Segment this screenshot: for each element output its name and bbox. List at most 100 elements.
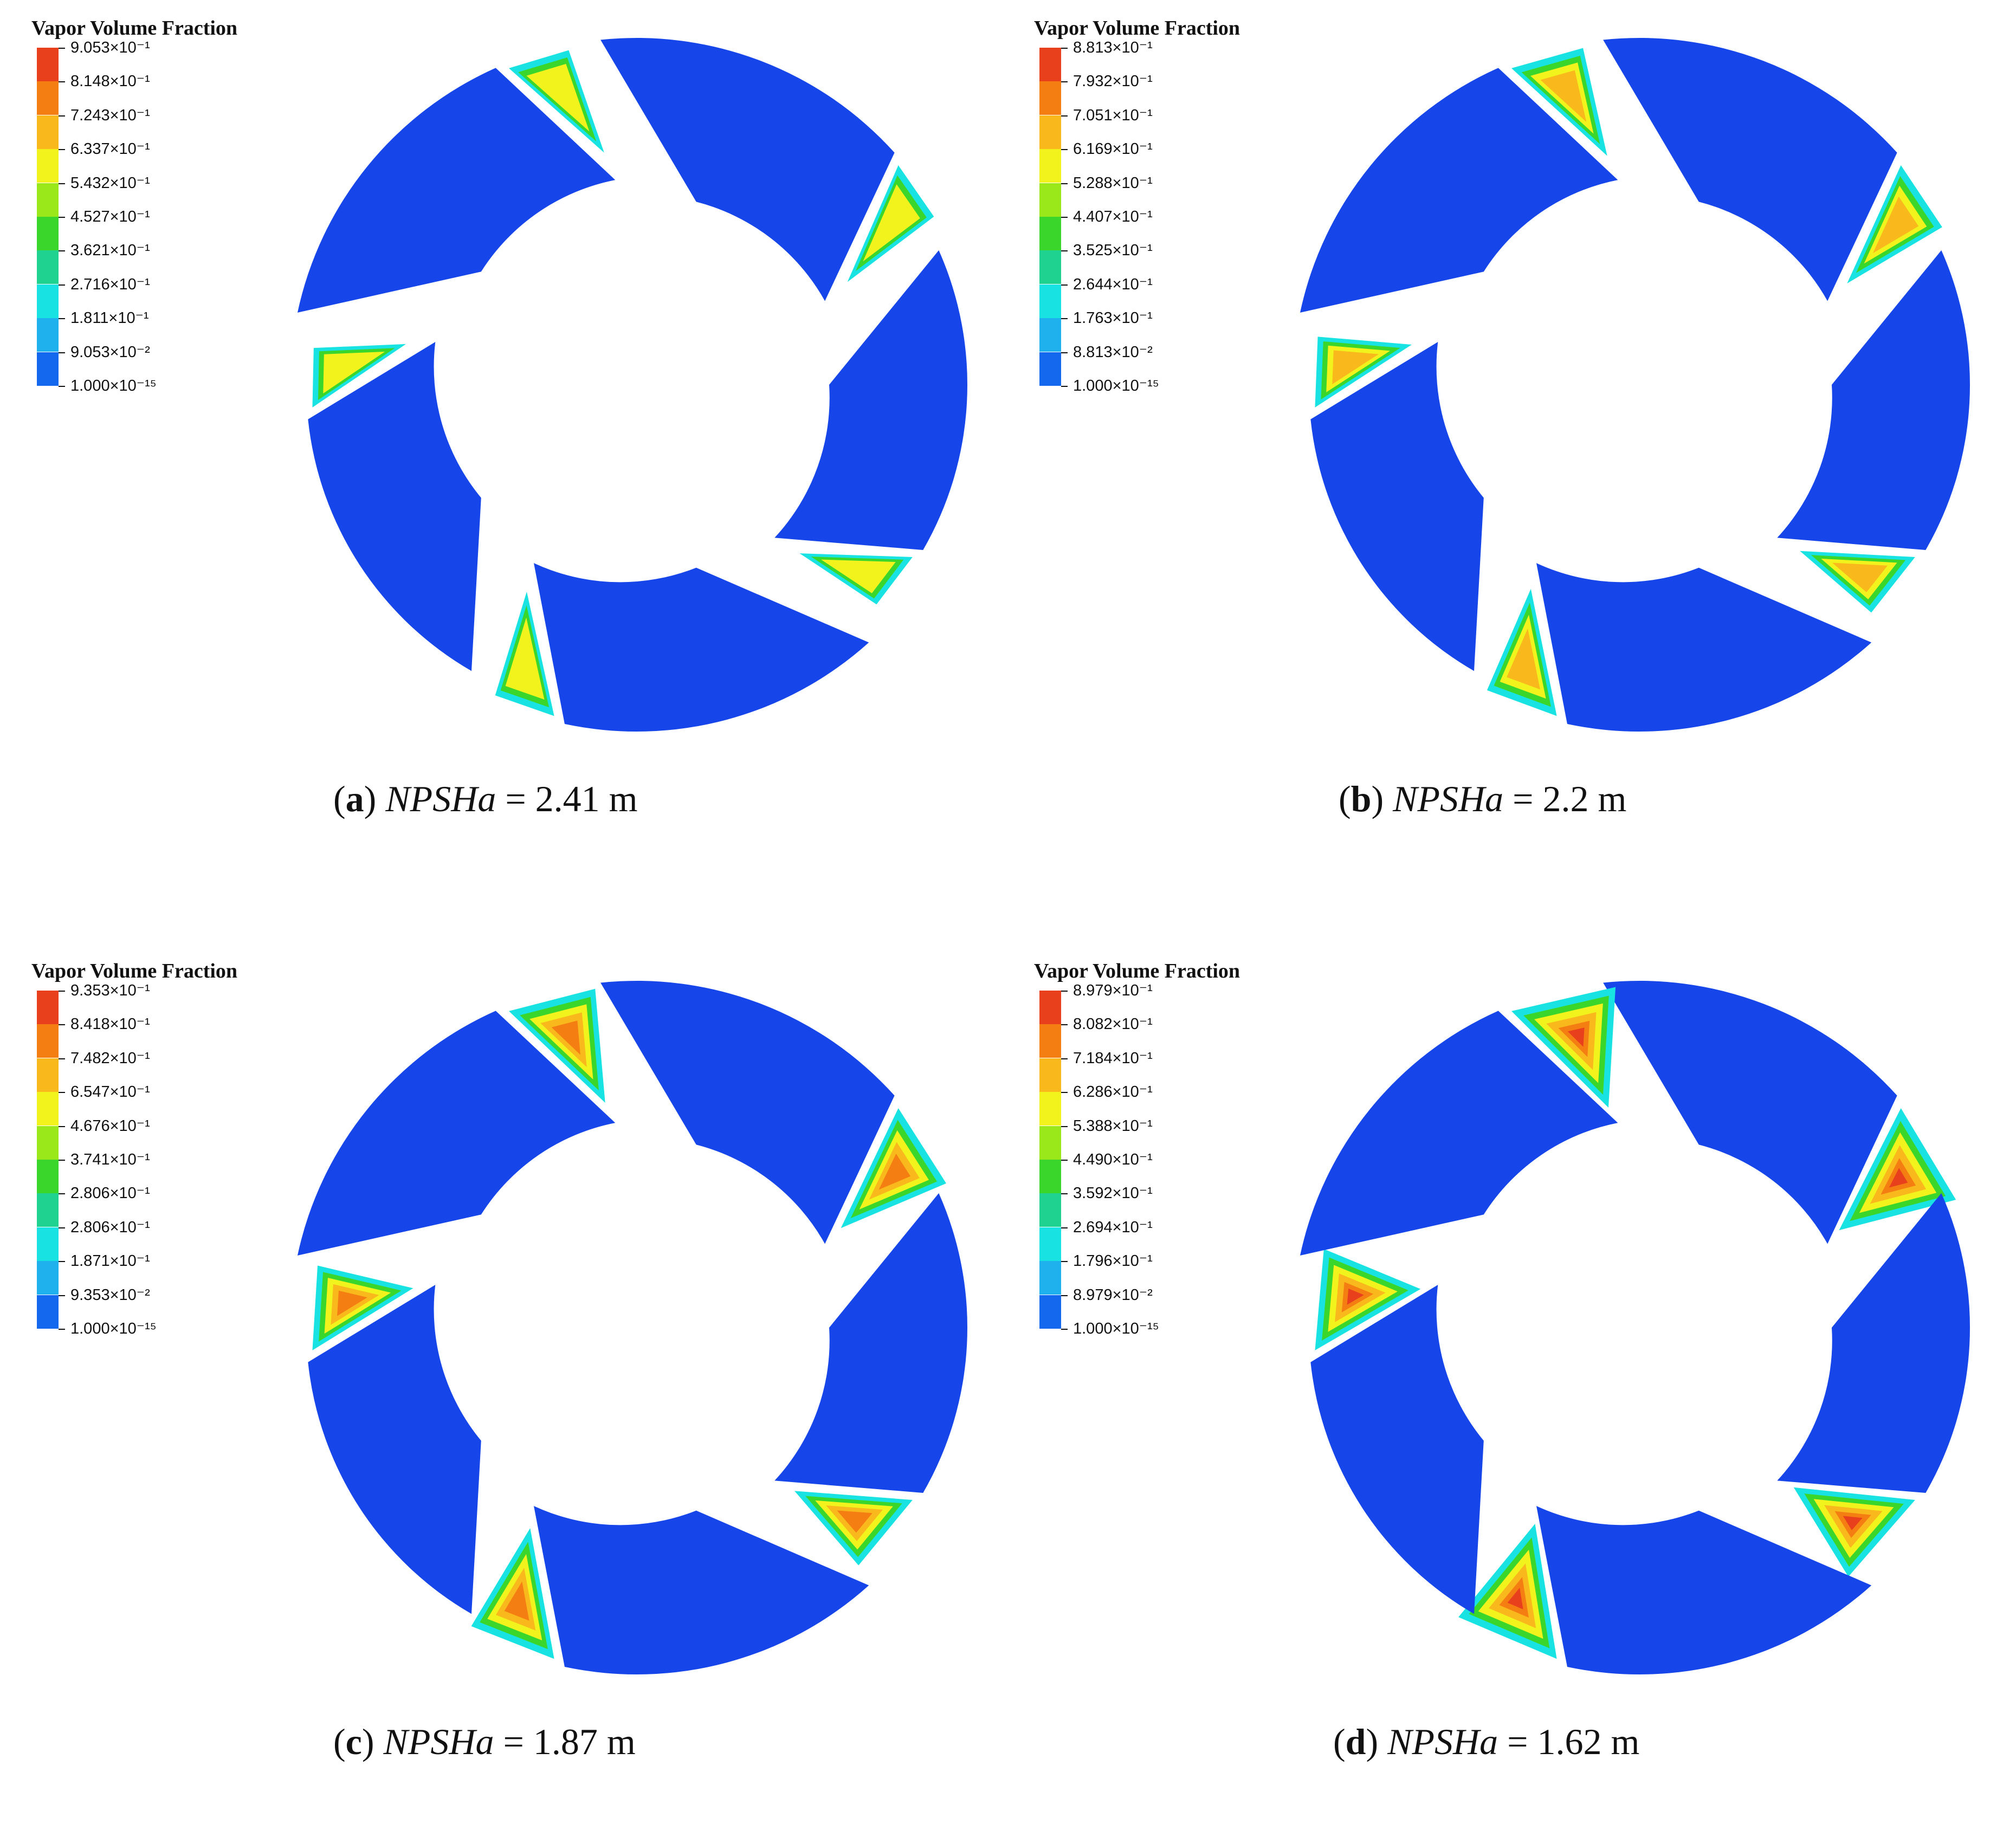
legend-tick-mark	[1061, 1329, 1068, 1330]
impeller-passage	[1536, 563, 1872, 732]
legend-tick-mark	[59, 115, 65, 117]
legend-tick-mark	[59, 183, 65, 184]
legend-color-band	[1039, 115, 1061, 149]
legend-color-band	[37, 81, 59, 115]
legend-color-band	[37, 284, 59, 318]
legend-tick-mark	[59, 1024, 65, 1026]
legend-tick-label: 2.806×10⁻¹	[70, 1185, 150, 1202]
legend-tick-label: 8.418×10⁻¹	[70, 1015, 150, 1033]
cavity-contour-band	[821, 559, 896, 593]
cavity-contour-band	[1540, 70, 1587, 122]
legend-tick-label: 7.184×10⁻¹	[1073, 1049, 1153, 1067]
impeller-passage	[1536, 1506, 1872, 1674]
legend-tick-mark	[59, 1058, 65, 1059]
legend-tick-mark	[59, 318, 65, 320]
legend-tick-mark	[59, 81, 65, 83]
cavity-contour-band	[526, 63, 590, 132]
impeller-contour-a	[297, 38, 967, 732]
legend-color-band	[37, 149, 59, 183]
legend-tick-mark	[1061, 1092, 1068, 1094]
caption-b: (b) NPSHa = 2.2 m	[1339, 778, 1627, 819]
legend-tick-label: 6.286×10⁻¹	[1073, 1083, 1153, 1101]
legend-tick-label: 8.082×10⁻¹	[1073, 1015, 1153, 1033]
legend-tick-label: 6.547×10⁻¹	[70, 1083, 150, 1101]
impeller-passage	[1300, 68, 1618, 313]
impeller-passage	[534, 563, 869, 732]
caption-letter: b	[1351, 778, 1372, 819]
legend-tick-mark	[1061, 1160, 1068, 1161]
caption-variable: NPSHa	[1393, 778, 1504, 819]
legend-tick-mark	[1061, 250, 1068, 252]
legend-tick-mark	[59, 386, 65, 387]
color-legend-a: Vapor Volume Fraction 9.053×10⁻¹ 8.148×10…	[31, 16, 281, 406]
legend-tick-mark	[1061, 81, 1068, 83]
legend-color-band	[37, 991, 59, 1024]
legend-color-band	[37, 1261, 59, 1295]
legend-color-band	[1039, 1160, 1061, 1193]
legend-tick-mark	[1061, 1193, 1068, 1195]
cavity-contour-band	[1347, 1288, 1364, 1305]
legend-color-band	[1039, 1227, 1061, 1261]
legend-color-band	[1039, 250, 1061, 284]
legend-color-band	[37, 352, 59, 386]
legend-color-band	[1039, 1295, 1061, 1329]
legend-tick-mark	[59, 1193, 65, 1195]
legend-tick-label: 8.813×10⁻¹	[1073, 39, 1153, 56]
legend-tick-label: 8.979×10⁻²	[1073, 1286, 1153, 1304]
impeller-passage	[1603, 38, 1897, 301]
legend-tick-label: 7.482×10⁻¹	[70, 1049, 150, 1067]
legend-tick-mark	[1061, 386, 1068, 387]
legend-color-band	[37, 1126, 59, 1160]
legend-color-band	[1039, 81, 1061, 115]
legend-tick-label: 1.763×10⁻¹	[1073, 309, 1153, 327]
legend-tick-label: 3.741×10⁻¹	[70, 1151, 150, 1168]
impeller-passage	[1310, 341, 1484, 671]
legend-color-band	[1039, 1193, 1061, 1227]
cavity-contour-band	[323, 351, 385, 394]
legend-tick-label: 5.288×10⁻¹	[1073, 174, 1153, 192]
caption-value: = 2.2 m	[1503, 778, 1627, 819]
impeller-passage	[774, 250, 967, 551]
legend-color-band	[37, 115, 59, 149]
legend-tick-mark	[59, 1261, 65, 1263]
impeller-passage	[1777, 250, 1970, 551]
color-legend-b: Vapor Volume Fraction 8.813×10⁻¹ 7.932×10…	[1034, 16, 1283, 406]
legend-tick-mark	[59, 991, 65, 992]
legend-tick-mark	[1061, 1227, 1068, 1228]
legend-color-band	[1039, 318, 1061, 352]
legend-color-band	[1039, 352, 1061, 386]
legend-tick-mark	[1061, 217, 1068, 218]
legend-tick-mark	[1061, 352, 1068, 353]
legend-tick-label: 5.388×10⁻¹	[1073, 1117, 1153, 1135]
impeller-passage	[1777, 1193, 1970, 1493]
panel-b: Vapor Volume Fraction 8.813×10⁻¹ 7.932×10…	[1003, 0, 2011, 894]
impeller-passage	[600, 981, 895, 1244]
legend-tick-label: 3.592×10⁻¹	[1073, 1185, 1153, 1202]
cavity-contour-band	[1567, 1027, 1585, 1047]
legend-color-band	[37, 217, 59, 250]
legend-tick-mark	[1061, 115, 1068, 117]
impeller-contour-c	[297, 981, 967, 1674]
cavity-contour-band	[863, 184, 920, 262]
cavity-contour-band	[1332, 350, 1379, 385]
cavity-contour-band	[1872, 196, 1919, 254]
cavity-contour-band	[1843, 1516, 1863, 1530]
caption-letter: c	[345, 1721, 362, 1762]
legend-tick-label: 2.694×10⁻¹	[1073, 1218, 1153, 1236]
legend-tick-mark	[1061, 318, 1068, 320]
legend-tick-label: 3.621×10⁻¹	[70, 242, 150, 260]
legend-color-band	[37, 1024, 59, 1058]
legend-color-band	[1039, 991, 1061, 1024]
impeller-passage	[297, 68, 616, 313]
legend-color-band	[37, 1193, 59, 1227]
impeller-passage	[308, 1284, 481, 1614]
impeller-passage	[1603, 981, 1897, 1244]
legend-tick-mark	[59, 48, 65, 49]
legend-tick-label: 6.337×10⁻¹	[70, 140, 150, 158]
legend-tick-mark	[1061, 1126, 1068, 1127]
legend-color-band	[1039, 217, 1061, 250]
legend-tick-mark	[59, 1126, 65, 1127]
legend-color-band	[37, 318, 59, 352]
legend-title: Vapor Volume Fraction	[1034, 960, 1240, 982]
legend-tick-mark	[1061, 183, 1068, 184]
